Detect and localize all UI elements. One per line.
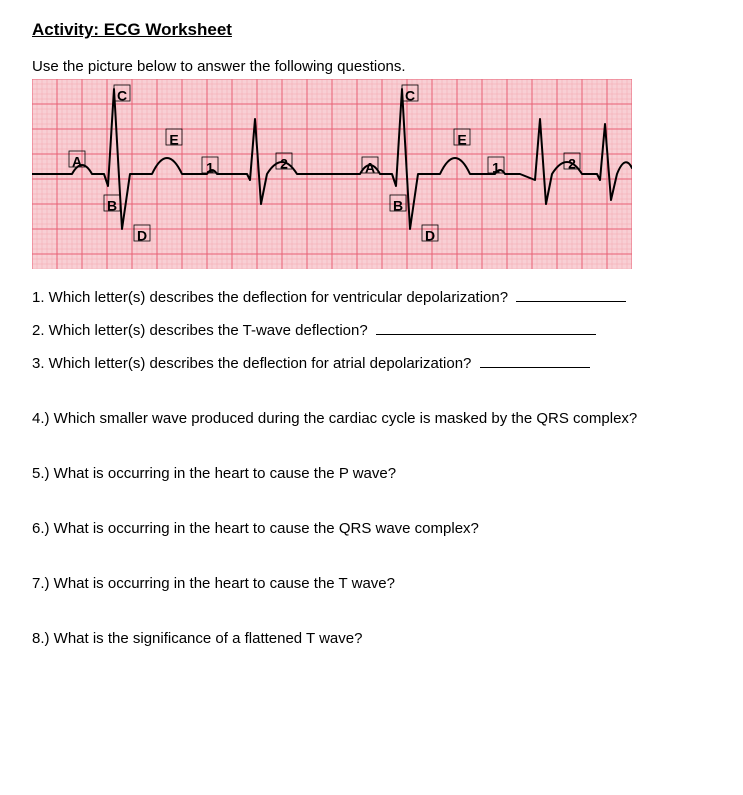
question-7-text: 7.) What is occurring in the heart to ca… [32,575,395,592]
svg-text:C: C [405,88,415,104]
page-title: Activity: ECG Worksheet [32,18,711,42]
svg-text:D: D [425,228,435,244]
question-1: 1. Which letter(s) describes the deflect… [32,287,711,308]
question-7: 7.) What is occurring in the heart to ca… [32,573,711,594]
svg-text:A: A [72,154,82,170]
question-3-text: 3. Which letter(s) describes the deflect… [32,355,471,372]
question-6-text: 6.) What is occurring in the heart to ca… [32,520,479,537]
answer-blank-2[interactable] [376,320,596,335]
question-5: 5.) What is occurring in the heart to ca… [32,463,711,484]
question-2: 2. Which letter(s) describes the T-wave … [32,320,711,341]
answer-blank-3[interactable] [480,353,590,368]
question-4: 4.) Which smaller wave produced during t… [32,408,711,429]
question-list: 1. Which letter(s) describes the deflect… [32,287,711,649]
question-8-text: 8.) What is the significance of a flatte… [32,630,362,647]
question-6: 6.) What is occurring in the heart to ca… [32,518,711,539]
question-4-text: 4.) Which smaller wave produced during t… [32,410,637,427]
ecg-svg: C E A 1 2 B D C E A 1 2 B D [32,79,632,269]
svg-text:1: 1 [206,160,214,176]
ecg-figure: C E A 1 2 B D C E A 1 2 B D [32,79,632,269]
question-5-text: 5.) What is occurring in the heart to ca… [32,465,396,482]
question-8: 8.) What is the significance of a flatte… [32,628,711,649]
svg-text:2: 2 [568,156,576,172]
question-2-text: 2. Which letter(s) describes the T-wave … [32,322,368,339]
svg-text:C: C [117,88,127,104]
svg-text:E: E [457,132,466,148]
svg-text:B: B [393,198,403,214]
svg-text:E: E [169,132,178,148]
instruction-text: Use the picture below to answer the foll… [32,56,711,77]
question-1-text: 1. Which letter(s) describes the deflect… [32,289,508,306]
svg-text:D: D [137,228,147,244]
svg-text:2: 2 [280,156,288,172]
answer-blank-1[interactable] [516,287,626,302]
svg-text:1: 1 [492,160,500,176]
question-3: 3. Which letter(s) describes the deflect… [32,353,711,374]
svg-text:B: B [107,198,117,214]
svg-text:A: A [365,160,375,176]
